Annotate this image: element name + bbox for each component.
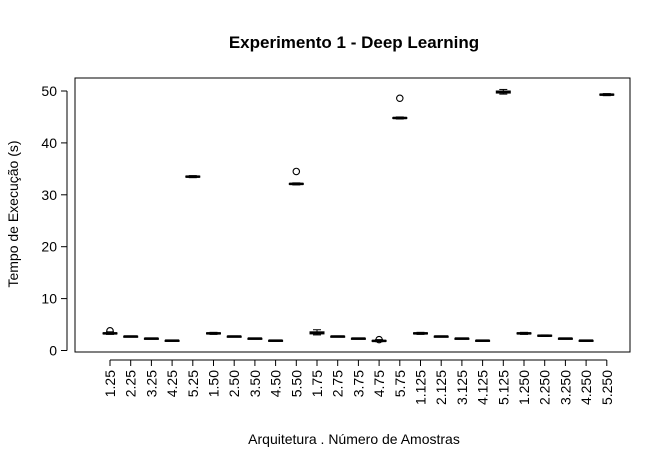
box-1.25 bbox=[102, 327, 118, 335]
x-tick-label: 1.75 bbox=[309, 370, 325, 397]
x-tick-label: 1.25 bbox=[102, 370, 118, 397]
x-tick-label: 5.125 bbox=[495, 370, 511, 405]
box-3.250 bbox=[557, 337, 573, 340]
y-axis-label: Tempo de Execução (s) bbox=[5, 140, 21, 287]
box-4.75 bbox=[371, 335, 387, 344]
outlier-point bbox=[375, 335, 383, 344]
x-tick-label: 2.250 bbox=[537, 370, 553, 405]
x-axis-label: Arquitetura . Número de Amostras bbox=[248, 431, 460, 447]
box-4.25 bbox=[164, 339, 180, 342]
x-tick-label: 3.125 bbox=[454, 370, 470, 405]
outlier-point bbox=[106, 327, 114, 335]
box-5.50 bbox=[288, 167, 304, 186]
box-2.25 bbox=[123, 335, 139, 338]
plot-frame bbox=[74, 77, 631, 353]
x-axis: 1.25 2.25 3.25 4.25 5.25 1.50 2.50 3.50 4.50 5.50… bbox=[102, 359, 615, 405]
y-axis: 0 10 20 30 40 50 bbox=[41, 83, 68, 359]
x-tick-label: 2.50 bbox=[226, 370, 242, 397]
box-2.125 bbox=[433, 335, 449, 338]
box-2.75 bbox=[330, 335, 346, 338]
x-tick-label: 1.50 bbox=[206, 370, 222, 397]
box-5.75 bbox=[392, 94, 408, 120]
x-tick-label: 1.125 bbox=[413, 370, 429, 405]
box-1.50 bbox=[206, 331, 221, 335]
box-1.75 bbox=[309, 329, 325, 336]
y-tick-label: 20 bbox=[41, 239, 57, 255]
y-tick-label: 50 bbox=[41, 83, 57, 99]
x-tick-label: 1.250 bbox=[516, 370, 532, 405]
x-tick-label: 2.75 bbox=[330, 370, 346, 397]
x-tick-label: 2.125 bbox=[433, 370, 449, 405]
x-tick-label: 4.250 bbox=[578, 370, 594, 405]
x-tick-label: 3.75 bbox=[350, 370, 366, 397]
box-1.125 bbox=[413, 331, 428, 335]
x-tick-label: 5.250 bbox=[599, 370, 615, 405]
box-4.50 bbox=[268, 339, 284, 342]
box-3.25 bbox=[143, 337, 159, 340]
box-5.250 bbox=[599, 93, 615, 97]
box-4.125 bbox=[475, 339, 491, 342]
x-tick-label: 4.125 bbox=[475, 370, 491, 405]
box-2.250 bbox=[537, 334, 553, 337]
outlier-point bbox=[396, 94, 404, 103]
x-tick-label: 4.75 bbox=[371, 370, 387, 397]
x-tick-label: 5.25 bbox=[185, 370, 201, 397]
box-3.75 bbox=[350, 337, 366, 340]
x-tick-label: 2.25 bbox=[123, 370, 139, 397]
box-3.125 bbox=[454, 337, 470, 340]
box-2.50 bbox=[226, 335, 242, 338]
box-5.125 bbox=[495, 88, 511, 95]
y-tick-label: 40 bbox=[41, 135, 57, 151]
x-tick-label: 3.250 bbox=[557, 370, 573, 405]
box-5.25 bbox=[185, 175, 201, 179]
box-4.250 bbox=[578, 339, 594, 342]
x-tick-label: 3.50 bbox=[247, 370, 263, 397]
x-tick-label: 5.50 bbox=[288, 370, 304, 397]
box-3.50 bbox=[247, 337, 263, 340]
outlier-point bbox=[292, 167, 301, 176]
chart-title: Experimento 1 - Deep Learning bbox=[229, 33, 479, 52]
boxes-layer bbox=[102, 88, 615, 344]
x-tick-label: 3.25 bbox=[143, 370, 159, 397]
x-tick-label: 5.75 bbox=[392, 370, 408, 397]
x-tick-label: 4.50 bbox=[268, 370, 284, 397]
y-tick-label: 10 bbox=[41, 291, 57, 307]
y-tick-label: 0 bbox=[49, 343, 57, 359]
y-tick-label: 30 bbox=[41, 187, 57, 203]
box-1.250 bbox=[516, 331, 532, 335]
x-tick-label: 4.25 bbox=[164, 370, 180, 397]
